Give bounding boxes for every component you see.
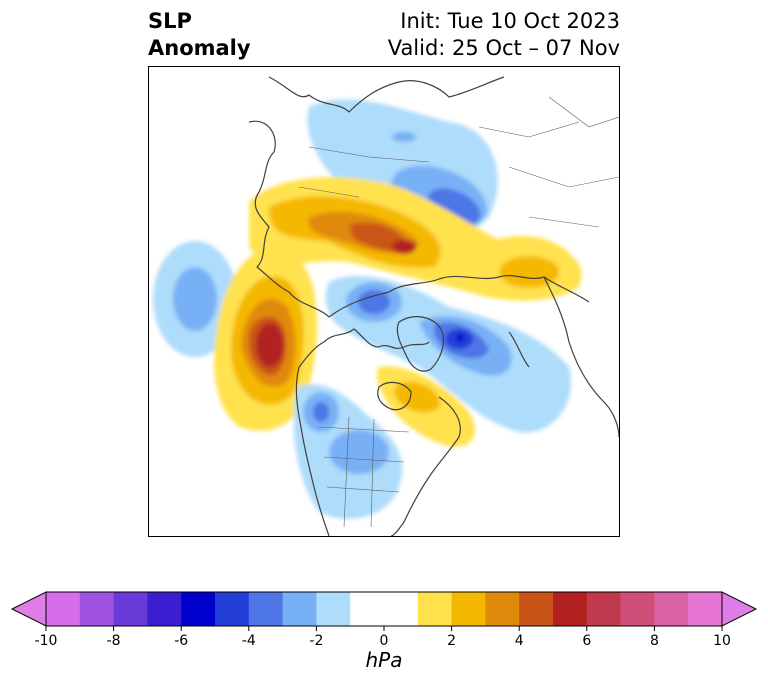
positive-anomaly-siberia <box>249 177 582 301</box>
colorbar-segment <box>215 592 250 626</box>
negative-anomaly-western-north-america <box>294 384 403 519</box>
colorbar-segment <box>688 592 723 626</box>
colorbar-segment <box>181 592 216 626</box>
colorbar-segments <box>10 591 758 627</box>
colorbar-segment <box>282 592 317 626</box>
colorbar-segment <box>485 592 520 626</box>
colorbar-unit: hPa <box>366 648 403 672</box>
valid-period: Valid: 25 Oct – 07 Nov <box>387 36 620 60</box>
coastlines <box>248 76 619 536</box>
colorbar-tick-label: 4 <box>515 633 524 649</box>
colorbar-segment <box>248 592 284 626</box>
positive-anomaly-hudson-labrador <box>376 366 475 447</box>
init-date: Init: Tue 10 Oct 2023 <box>400 9 620 33</box>
colorbar-tick-label: 0 <box>380 633 389 649</box>
colorbar-segment <box>316 592 351 626</box>
colorbar-tick-label: 10 <box>713 633 731 649</box>
colorbar-segment <box>451 592 486 626</box>
colorbar-segment <box>553 592 588 626</box>
negative-anomaly-north-pacific <box>153 241 237 357</box>
map-subtitle: Init: Tue 10 Oct 2023 Valid: 25 Oct – 07… <box>388 8 620 62</box>
colorbar-segment <box>350 592 419 626</box>
colorbar-segment <box>519 592 554 626</box>
colorbar-segment <box>417 592 453 626</box>
colorbar-segment <box>586 592 622 626</box>
colorbar-tick-label: -8 <box>107 633 121 649</box>
colorbar-segment <box>46 592 81 626</box>
colorbar-segment <box>147 592 182 626</box>
colorbar-segment <box>654 592 689 626</box>
colorbar-ticks: -10 -8 -6 -4 -2 0 2 4 6 8 10 <box>35 626 731 649</box>
colorbar-tick-label: -4 <box>242 633 256 649</box>
colorbar-tick-label: 6 <box>582 633 591 649</box>
map-title: SLP Anomaly <box>148 8 251 62</box>
anomaly-map <box>148 66 620 537</box>
colorbar-tick-label: -10 <box>35 633 58 649</box>
colorbar: -10 -8 -6 -4 -2 0 2 4 6 8 10 hPa <box>10 591 758 672</box>
political-borders <box>298 96 619 528</box>
colorbar-segment <box>79 592 115 626</box>
anomaly-field <box>153 99 582 519</box>
colorbar-segment <box>620 592 655 626</box>
colorbar-extend-max <box>721 591 758 627</box>
title-line-1: SLP <box>148 9 192 33</box>
colorbar-tick-label: 2 <box>447 633 456 649</box>
colorbar-tick-label: -2 <box>309 633 323 649</box>
title-line-2: Anomaly <box>148 36 251 60</box>
colorbar-segment <box>113 592 148 626</box>
map-canvas <box>153 76 619 536</box>
colorbar-tick-label: 8 <box>650 633 659 649</box>
positive-anomaly-gulf-of-alaska <box>214 248 318 431</box>
colorbar-extend-min <box>10 591 47 627</box>
colorbar-tick-label: -6 <box>174 633 188 649</box>
